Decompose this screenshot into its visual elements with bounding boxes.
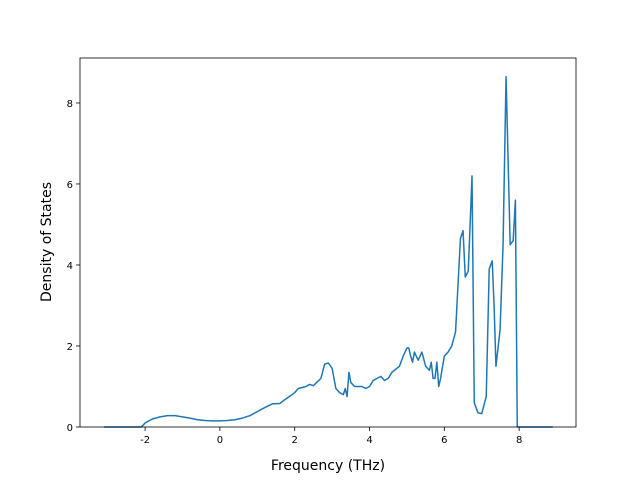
y-axis-title: Density of States bbox=[39, 182, 55, 302]
x-axis-title: Frequency (THz) bbox=[271, 458, 385, 474]
x-tick-label: 6 bbox=[441, 435, 447, 446]
x-tick-label: 4 bbox=[366, 435, 372, 446]
y-tick-label: 4 bbox=[67, 261, 73, 272]
plot-frame bbox=[79, 57, 577, 428]
y-tick-label: 0 bbox=[67, 423, 73, 434]
y-tick-label: 2 bbox=[67, 342, 73, 353]
x-tick-label: 8 bbox=[516, 435, 522, 446]
x-tick-label: 0 bbox=[217, 435, 223, 446]
data-line bbox=[103, 75, 553, 428]
x-tick-label: 2 bbox=[292, 435, 298, 446]
y-tick-label: 8 bbox=[67, 99, 73, 110]
x-tick-label: -2 bbox=[140, 435, 150, 446]
y-tick-label: 6 bbox=[67, 180, 73, 191]
